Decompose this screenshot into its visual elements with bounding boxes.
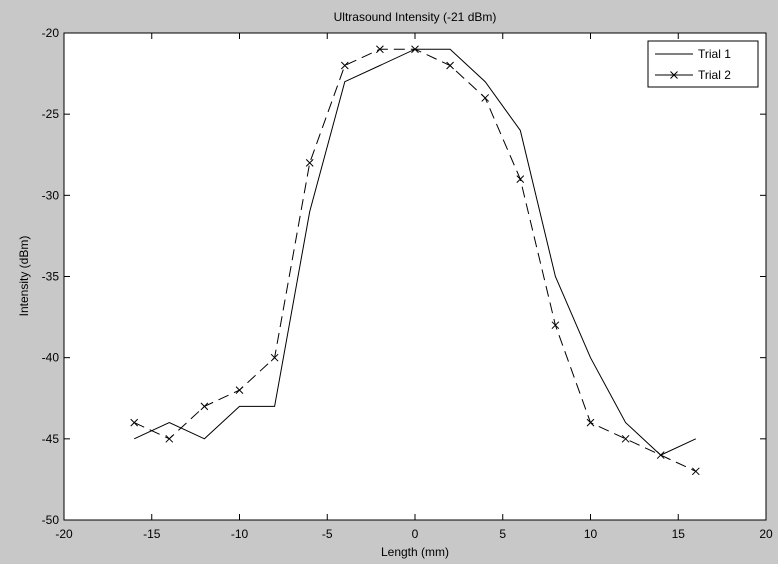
data-point-marker xyxy=(516,175,525,183)
legend-label-trial-1: Trial 1 xyxy=(698,47,731,61)
data-point-marker xyxy=(551,321,560,330)
y-tick-label: -20 xyxy=(42,26,60,40)
chart-title: Ultrasound Intensity (-21 dBm) xyxy=(334,10,497,24)
data-point-marker xyxy=(235,386,244,394)
x-tick-label: 0 xyxy=(412,527,419,541)
data-point-marker xyxy=(340,61,349,70)
data-point-marker xyxy=(200,402,209,411)
data-point-marker xyxy=(691,467,700,476)
data-point-marker xyxy=(656,451,665,459)
y-tick-label: -25 xyxy=(42,107,60,121)
data-point-marker xyxy=(165,434,174,443)
data-point-marker xyxy=(621,434,630,443)
x-tick-label: 20 xyxy=(759,527,773,541)
data-point-marker xyxy=(446,61,454,70)
legend-label-trial-2: Trial 2 xyxy=(698,68,731,82)
legend-box xyxy=(647,40,759,88)
y-tick-label: -50 xyxy=(42,513,60,527)
x-tick-label: -15 xyxy=(143,527,161,541)
data-point-marker xyxy=(481,94,490,102)
y-axis-title: Intensity (dBm) xyxy=(17,236,31,317)
x-tick-label: -10 xyxy=(231,527,249,541)
legend-marker-trial-2 xyxy=(670,71,678,79)
plot-area xyxy=(64,33,766,520)
x-tick-label: 15 xyxy=(672,527,686,541)
series-layer xyxy=(130,45,700,476)
x-axis-title: Length (mm) xyxy=(381,545,449,559)
plot-frame xyxy=(63,32,767,521)
x-tick-label: 10 xyxy=(584,527,598,541)
data-point-marker xyxy=(270,353,279,362)
data-point-marker xyxy=(305,159,314,167)
y-tick-label: -40 xyxy=(42,351,60,365)
data-point-marker xyxy=(411,45,419,54)
legend: Trial 1 Trial 2 xyxy=(647,40,759,88)
y-tick-label: -35 xyxy=(42,270,60,284)
data-point-marker xyxy=(376,45,384,54)
x-tick-label: -5 xyxy=(322,527,333,541)
tick-layer: -20 -15 -10 -5 0 5 10 15 20-20-25-30-35-40-45-50 xyxy=(42,26,773,541)
data-point-marker xyxy=(130,418,139,427)
x-tick-label: 5 xyxy=(499,527,506,541)
y-tick-label: -45 xyxy=(42,432,60,446)
x-tick-label: -20 xyxy=(55,527,73,541)
data-point-marker xyxy=(586,418,595,427)
y-tick-label: -30 xyxy=(42,188,60,202)
